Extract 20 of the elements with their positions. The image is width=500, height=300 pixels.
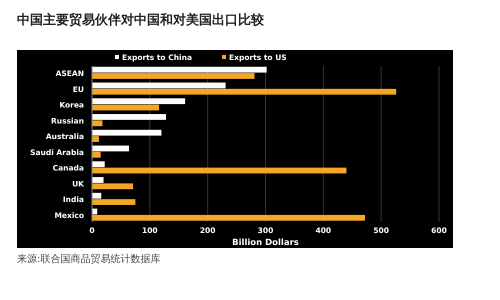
bar [92,146,130,152]
bar [92,192,102,199]
bar [92,183,134,190]
bar [92,130,162,136]
chart-title: 中国主要贸易伙伴对中国和对美国出口比较 [17,12,265,28]
bar [92,66,267,73]
source-note: 来源:联合国商品贸易统计数据库 [17,253,160,265]
bar [92,168,346,174]
bar [92,136,99,142]
bar [92,88,396,95]
bar [92,199,136,205]
bar [92,214,365,221]
bar [92,82,226,88]
bar [92,98,186,104]
bar [92,120,102,126]
bar [92,114,166,120]
bar [92,177,104,183]
x-axis-title: Billion Dollars [232,238,299,248]
bar [92,73,255,79]
bar [92,104,160,110]
